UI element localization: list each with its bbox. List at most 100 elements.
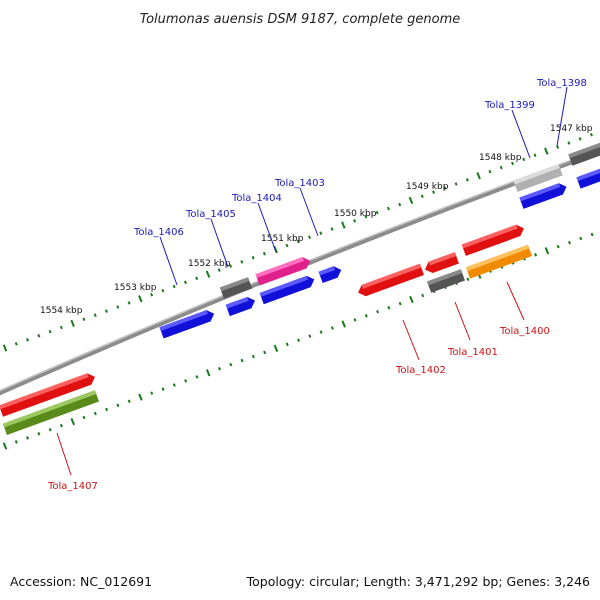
minor-tick xyxy=(432,190,436,194)
leader-1403 xyxy=(299,187,319,237)
gene-1399-arrow[interactable] xyxy=(519,181,568,209)
minor-tick xyxy=(263,350,267,355)
gene-1407-arrow[interactable] xyxy=(2,390,100,436)
accession-text: Accession: NC_012691 xyxy=(10,574,152,589)
upper-tick-track xyxy=(2,132,593,352)
gene-label-1404[interactable]: Tola_1404 xyxy=(231,193,282,204)
minor-tick xyxy=(579,236,583,241)
minor-tick xyxy=(421,293,425,298)
minor-tick xyxy=(308,235,311,240)
major-tick xyxy=(70,319,75,328)
minor-tick xyxy=(161,288,165,293)
minor-tick xyxy=(556,244,560,249)
minor-tick xyxy=(522,157,526,162)
minor-tick xyxy=(150,292,154,297)
minor-tick xyxy=(116,305,120,309)
gene-label-1406[interactable]: Tola_1406 xyxy=(133,227,184,238)
minor-tick xyxy=(386,206,390,211)
minor-tick xyxy=(48,427,52,432)
gene-1398b-arrow[interactable] xyxy=(576,167,600,189)
minor-tick xyxy=(364,215,368,219)
minor-tick xyxy=(297,338,301,342)
minor-tick xyxy=(26,338,30,342)
minor-tick xyxy=(82,415,86,420)
minor-tick xyxy=(285,342,289,347)
gene-1402-arrow[interactable] xyxy=(356,263,425,299)
gene-1406-arrow[interactable] xyxy=(159,308,217,339)
minor-tick xyxy=(420,194,424,199)
minor-tick xyxy=(37,432,41,436)
minor-tick xyxy=(319,231,323,235)
minor-tick xyxy=(567,240,571,245)
gene-label-1399[interactable]: Tola_1399 xyxy=(484,100,535,111)
minor-tick xyxy=(251,354,255,359)
major-tick xyxy=(2,442,8,450)
minor-tick xyxy=(183,280,187,285)
minor-tick xyxy=(150,391,154,395)
minor-tick xyxy=(364,314,368,318)
minor-tick xyxy=(398,301,402,306)
minor-tick xyxy=(330,227,334,231)
minor-tick xyxy=(59,325,63,330)
major-tick xyxy=(476,172,481,180)
gene-1405b-arrow[interactable] xyxy=(225,295,257,317)
minor-tick xyxy=(488,169,492,174)
minor-tick xyxy=(93,313,97,317)
gene-1405-arrow[interactable] xyxy=(219,277,253,299)
minor-tick xyxy=(229,362,233,367)
minor-tick xyxy=(589,132,593,137)
gene-label-1405[interactable]: Tola_1405 xyxy=(185,209,236,220)
major-tick xyxy=(409,295,414,304)
minor-tick xyxy=(330,326,334,330)
gene-1399-light-arrow[interactable] xyxy=(513,164,563,192)
minor-tick xyxy=(567,141,571,145)
gene-label-1401[interactable]: Tola_1401 xyxy=(447,347,498,358)
minor-tick xyxy=(48,329,52,334)
gene-label-1403[interactable]: Tola_1403 xyxy=(274,178,325,189)
gene-1404-arrow[interactable] xyxy=(255,255,313,286)
gene-1400-arrow[interactable] xyxy=(465,244,533,279)
leader-1399 xyxy=(511,109,531,159)
genome-title: Tolumonas auensis DSM 9187, complete gen… xyxy=(140,12,461,27)
gene-1403-arrow[interactable] xyxy=(318,264,344,284)
minor-tick xyxy=(127,301,131,305)
scale-label-1554: 1554 kbp xyxy=(40,306,83,316)
major-tick xyxy=(341,320,346,328)
major-tick xyxy=(138,393,143,401)
gene-label-1407[interactable]: Tola_1407 xyxy=(47,481,98,492)
gene-label-1402[interactable]: Tola_1402 xyxy=(395,365,446,376)
minor-tick xyxy=(533,153,537,158)
gene-1401-arrow[interactable] xyxy=(427,269,465,293)
minor-tick xyxy=(578,137,582,141)
minor-tick xyxy=(262,251,266,256)
gene-label-1398[interactable]: Tola_1398 xyxy=(536,78,587,89)
gene-red-small-arrow[interactable] xyxy=(423,252,459,275)
gene-1398-arrow[interactable] xyxy=(568,140,600,166)
minor-tick xyxy=(454,182,458,186)
scale-label-1547: 1547 kbp xyxy=(550,124,593,134)
leader-1401 xyxy=(454,301,471,341)
minor-tick xyxy=(375,210,379,215)
scale-label-1549: 1549 kbp xyxy=(406,182,449,192)
gene-red-left-arrow[interactable] xyxy=(0,371,97,417)
minor-tick xyxy=(229,264,233,268)
major-tick xyxy=(341,221,346,229)
major-tick xyxy=(2,344,8,352)
leader-1402 xyxy=(402,319,420,361)
minor-tick xyxy=(59,423,63,428)
leader-1407 xyxy=(56,432,72,476)
leader-1398 xyxy=(556,86,568,147)
major-tick xyxy=(205,270,211,278)
minor-tick xyxy=(37,333,41,338)
minor-tick xyxy=(443,186,447,190)
minor-tick xyxy=(398,202,402,207)
gene-red-upper-arrow[interactable] xyxy=(461,223,526,256)
gene-blue-mid-arrow[interactable] xyxy=(259,274,317,305)
minor-tick xyxy=(172,284,176,289)
minor-tick xyxy=(127,399,131,404)
minor-tick xyxy=(184,379,188,383)
minor-tick xyxy=(195,276,199,281)
gene-label-1400[interactable]: Tola_1400 xyxy=(499,326,550,337)
major-tick xyxy=(273,344,279,352)
